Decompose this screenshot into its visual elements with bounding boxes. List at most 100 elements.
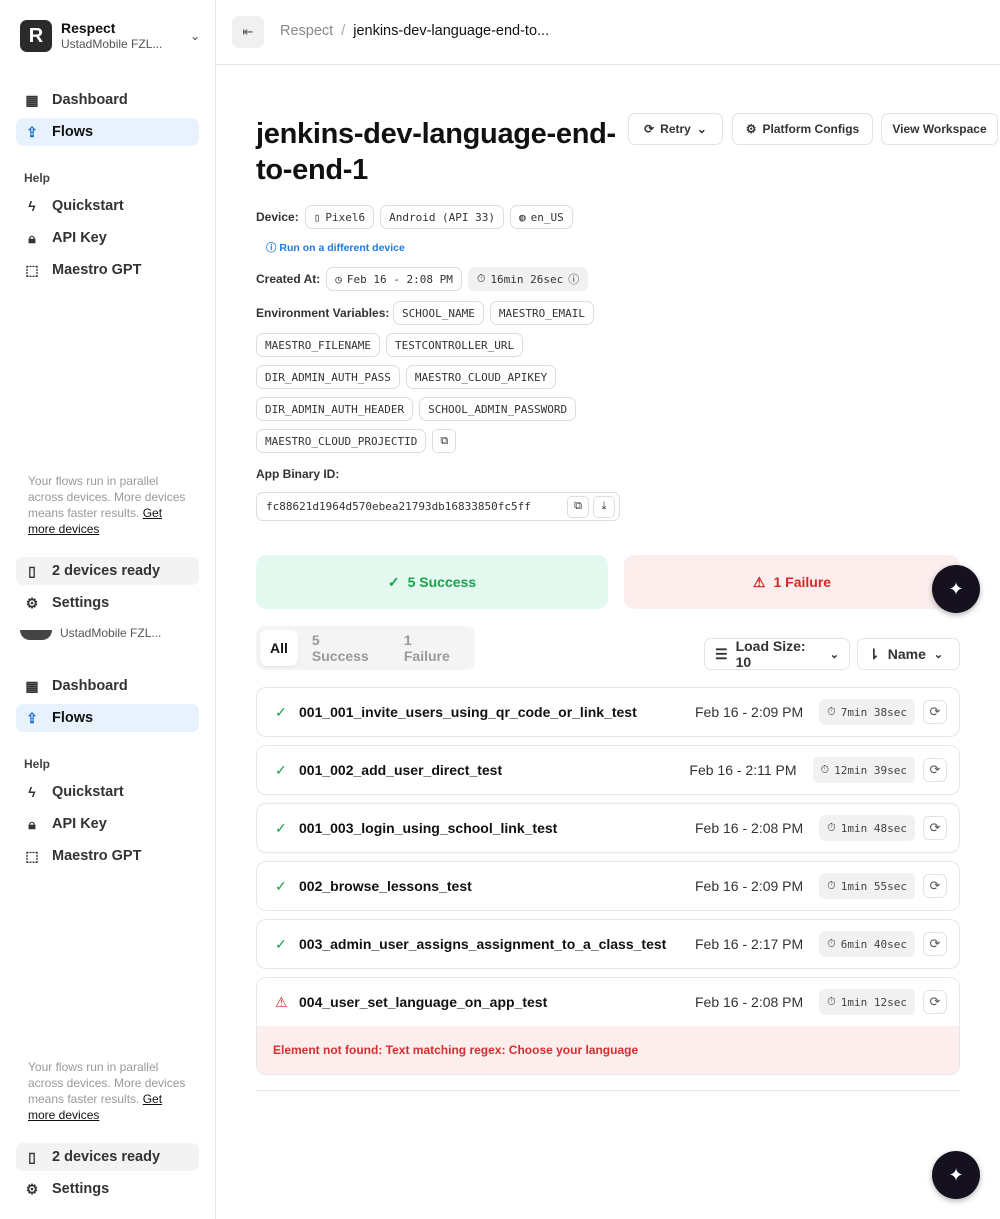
gear-icon: ⚙ xyxy=(25,1180,39,1197)
flow-duration-value: 6min 40sec xyxy=(840,937,907,951)
tab-all[interactable]: All xyxy=(260,630,298,666)
stopwatch-icon: ⏱ xyxy=(827,705,836,718)
retry-flow-button[interactable]: ⟳ xyxy=(923,932,947,956)
stopwatch-icon: ⏱ xyxy=(827,821,836,834)
flow-row[interactable]: ✓ 003_admin_user_assigns_assignment_to_a… xyxy=(256,919,960,969)
env-var-chip: TESTCONTROLLER_URL xyxy=(385,333,524,357)
list-icon: ☰ xyxy=(715,645,728,662)
sidebar-item-api-key[interactable]: 🔒︎ API Key xyxy=(16,224,199,252)
copy-icon[interactable]: ⧉ xyxy=(432,429,457,453)
sidebar-item-api-key[interactable]: 🔒︎ API Key xyxy=(16,810,199,838)
chat-assistant-button[interactable]: ✦ xyxy=(932,565,980,613)
duration: 16min 26sec xyxy=(490,272,564,286)
sidebar-item-quickstart-label: Quickstart xyxy=(52,198,124,214)
sidebar-item-dashboard[interactable]: ▦ Dashboard xyxy=(16,672,199,700)
devices-info-text: Your flows run in parallel across device… xyxy=(28,1059,188,1123)
chat-sparkle-icon: ⬚ xyxy=(25,847,39,864)
sort-select[interactable]: ⇂ Name ⌄ xyxy=(857,638,960,670)
sidebar-item-maestro-gpt[interactable]: ⬚ Maestro GPT xyxy=(16,256,199,284)
created-at: Feb 16 - 2:08 PM xyxy=(346,272,453,286)
flow-duration-value: 7min 38sec xyxy=(840,705,907,719)
sidebar-item-quickstart[interactable]: ϟ Quickstart xyxy=(16,192,199,220)
success-summary-card[interactable]: ✓ 5 Success xyxy=(256,555,608,609)
view-workspace-label: View Workspace xyxy=(892,122,987,136)
settings-label: Settings xyxy=(52,595,110,611)
sidebar-item-maestro-gpt[interactable]: ⬚ Maestro GPT xyxy=(16,842,199,870)
retry-flow-button[interactable]: ⟳ xyxy=(923,700,947,724)
platform-configs-label: Platform Configs xyxy=(762,122,860,136)
flow-duration: ⏱ 12min 39sec xyxy=(812,757,915,783)
flow-name[interactable]: 003_admin_user_assigns_assignment_to_a_c… xyxy=(299,936,667,952)
platform-configs-button[interactable]: ⚙ Platform Configs xyxy=(732,113,873,145)
flow-name[interactable]: 002_browse_lessons_test xyxy=(299,878,472,894)
retry-flow-button[interactable]: ⟳ xyxy=(923,874,947,898)
check-icon: ✓ xyxy=(275,761,287,778)
chat-sparkle-icon: ✦ xyxy=(948,1164,964,1185)
env-var-chip: MAESTRO_EMAIL xyxy=(489,301,594,325)
sidebar: R Respect UstadMobile FZL... ⌄ UstadMobil… xyxy=(0,0,216,1219)
refresh-icon: ⟳ xyxy=(644,122,655,136)
check-icon: ✓ xyxy=(275,935,287,952)
load-size-select[interactable]: ☰ Load Size: 10 ⌄ xyxy=(704,638,850,670)
sidebar-item-settings[interactable]: ⚙ Settings xyxy=(16,1175,199,1203)
sidebar-item-settings[interactable]: ⚙ Settings xyxy=(16,589,199,617)
flow-name[interactable]: 004_user_set_language_on_app_test xyxy=(299,994,548,1010)
flow-row[interactable]: ✓ 001_003_login_using_school_link_test F… xyxy=(256,803,960,853)
get-more-devices-link[interactable]: Get more devices xyxy=(28,1092,163,1122)
tab-failure[interactable]: 1 Failure xyxy=(403,632,450,664)
tab-success[interactable]: 5 Success xyxy=(311,632,369,664)
sidebar-item-quickstart[interactable]: ϟ Quickstart xyxy=(16,778,199,806)
sidebar-item-flows[interactable]: ⇪ Flows xyxy=(16,118,199,146)
env-var-chip: MAESTRO_CLOUD_PROJECTID xyxy=(256,429,427,453)
flow-date: Feb 16 - 2:09 PM xyxy=(695,704,804,720)
breadcrumb-parent[interactable]: Respect xyxy=(280,23,334,39)
flow-row[interactable]: ✓ 002_browse_lessons_test Feb 16 - 2:09 … xyxy=(256,861,960,911)
flow-date: Feb 16 - 2:11 PM xyxy=(689,762,797,778)
bolt-icon: ϟ xyxy=(28,198,36,214)
view-workspace-button[interactable]: View Workspace xyxy=(881,113,998,145)
chat-sparkle-icon: ✦ xyxy=(948,578,964,599)
failure-summary-card[interactable]: ⚠ 1 Failure xyxy=(624,555,960,609)
get-more-devices-link[interactable]: Get more devices xyxy=(28,506,163,536)
sidebar-item-flows-label: Flows xyxy=(52,710,94,726)
flow-name[interactable]: 001_001_invite_users_using_qr_code_or_li… xyxy=(299,704,637,720)
phone-icon: ▯ xyxy=(28,562,36,579)
flow-row[interactable]: ✓ 001_001_invite_users_using_qr_code_or_… xyxy=(256,687,960,737)
device-model: Pixel6 xyxy=(325,210,366,224)
sidebar-item-flows[interactable]: ⇪ Flows xyxy=(16,704,199,732)
sidebar-item-dashboard-label: Dashboard xyxy=(52,678,128,694)
retry-label: Retry xyxy=(660,122,691,136)
sidebar-toggle-button[interactable]: ⇤ xyxy=(232,16,264,48)
info-icon: ⓘ xyxy=(568,273,580,286)
status-tabs: All 5 Success 1 Failure xyxy=(256,626,475,670)
retry-flow-button[interactable]: ⟳ xyxy=(923,990,947,1014)
sidebar-item-flows-label: Flows xyxy=(52,124,94,140)
devices-ready-status[interactable]: ▯ 2 devices ready xyxy=(16,557,199,585)
devices-ready-status[interactable]: ▯ 2 devices ready xyxy=(16,1143,199,1171)
retry-flow-button[interactable]: ⟳ xyxy=(923,816,947,840)
dashboard-icon: ▦ xyxy=(25,91,39,108)
org-subtitle-repeat: UstadMobile FZL... xyxy=(60,626,162,640)
help-section-label: Help xyxy=(24,757,51,771)
flow-name[interactable]: 001_003_login_using_school_link_test xyxy=(299,820,558,836)
env-var-chip: MAESTRO_CLOUD_APIKEY xyxy=(405,365,557,389)
load-size-value: Load Size: 10 xyxy=(735,638,806,670)
env-var-chip: SCHOOL_NAME xyxy=(393,301,484,325)
org-switcher[interactable]: R Respect UstadMobile FZL... ⌄ xyxy=(20,20,200,52)
flow-row[interactable]: ⚠ 004_user_set_language_on_app_test Feb … xyxy=(256,977,960,1075)
flow-row[interactable]: ✓ 001_002_add_user_direct_test Feb 16 - … xyxy=(256,745,960,795)
run-different-device-link[interactable]: ⓘ Run on a different device xyxy=(266,240,405,255)
retry-button[interactable]: ⟳ Retry ⌄ xyxy=(628,113,723,145)
org-logo-partial xyxy=(20,630,52,640)
stopwatch-icon: ⏱ xyxy=(827,995,836,1008)
sidebar-item-dashboard[interactable]: ▦ Dashboard xyxy=(16,86,199,114)
flow-duration-value: 1min 55sec xyxy=(840,879,907,893)
chat-assistant-button[interactable]: ✦ xyxy=(932,1151,980,1199)
env-var-chip: SCHOOL_ADMIN_PASSWORD xyxy=(419,397,577,421)
dashboard-icon: ▦ xyxy=(25,677,39,694)
retry-flow-button[interactable]: ⟳ xyxy=(923,758,947,782)
org-logo: R xyxy=(20,20,52,52)
flow-name[interactable]: 001_002_add_user_direct_test xyxy=(299,762,503,778)
download-icon[interactable]: ⤓ xyxy=(593,495,615,518)
copy-icon[interactable]: ⧉ xyxy=(567,495,589,518)
